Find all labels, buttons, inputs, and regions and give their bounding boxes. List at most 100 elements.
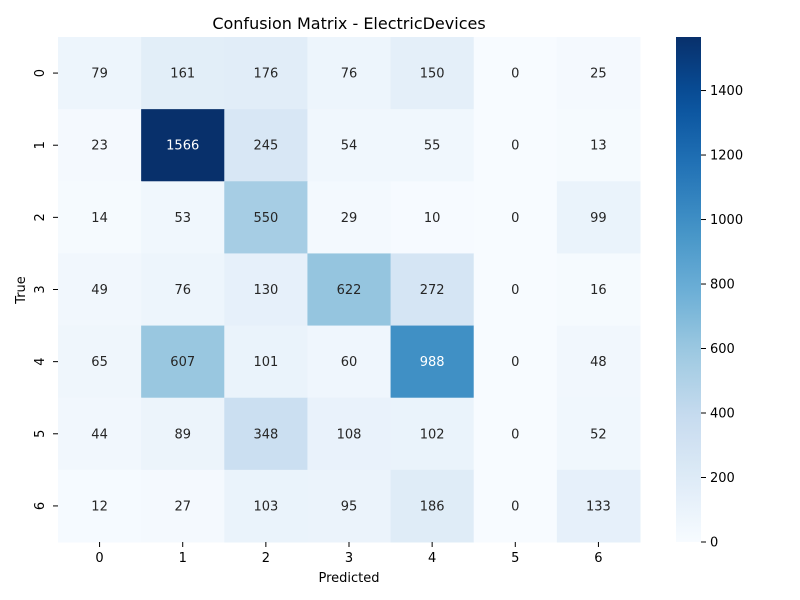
x-tick-label: 4 — [428, 551, 436, 566]
cell-value-label: 150 — [420, 67, 445, 82]
cell-value-label: 14 — [91, 211, 108, 226]
heatmap-cell — [141, 181, 225, 254]
heatmap-cell — [141, 253, 225, 327]
heatmap-cell — [390, 181, 475, 254]
heatmap-cell — [141, 109, 225, 182]
x-axis: 0 1 2 3 4 5 6 — [95, 542, 603, 566]
cell-value-label: 27 — [174, 499, 191, 514]
x-tick-label: 1 — [179, 551, 187, 566]
cell-value-label: 44 — [91, 427, 108, 442]
colorbar-tick-label: 200 — [710, 471, 735, 486]
heatmap-cell — [58, 469, 142, 543]
colorbar: 0 200 400 600 800 1000 1200 1400 — [676, 37, 743, 551]
y-tick-label: 5 — [33, 430, 48, 438]
cell-value-label: 103 — [253, 499, 278, 514]
heatmap-cell — [556, 109, 641, 182]
heatmap-cell — [58, 325, 142, 399]
cell-value-label: 102 — [420, 427, 445, 442]
colorbar-tick-label: 1000 — [710, 213, 743, 228]
cell-value-label: 60 — [341, 355, 358, 370]
colorbar-tick-label: 400 — [710, 407, 735, 422]
cell-value-label: 607 — [170, 355, 195, 370]
heatmap-cell — [473, 397, 558, 471]
heatmap-cell — [141, 397, 225, 471]
heatmap-cell — [473, 469, 558, 543]
cell-value-label: 622 — [337, 283, 362, 298]
x-tick-label: 5 — [511, 551, 519, 566]
heatmap-cell — [307, 253, 392, 327]
cell-value-label: 16 — [590, 283, 607, 298]
cell-value-label: 0 — [511, 139, 519, 154]
x-tick-label: 2 — [262, 551, 270, 566]
heatmap-cell — [556, 37, 641, 110]
heatmap-cell — [390, 253, 475, 327]
cell-value-label: 348 — [253, 427, 278, 442]
cell-value-label: 245 — [253, 139, 278, 154]
cell-value-label: 0 — [511, 211, 519, 226]
y-tick-label: 4 — [33, 358, 48, 366]
cell-value-label: 13 — [590, 139, 607, 154]
cell-value-label: 29 — [341, 211, 358, 226]
cell-value-label: 0 — [511, 427, 519, 442]
heatmap-cell — [58, 181, 142, 254]
colorbar-tick-label: 0 — [710, 536, 718, 551]
cell-value-label: 48 — [590, 355, 607, 370]
heatmap-cell — [58, 397, 142, 471]
y-axis: 0 1 2 3 4 5 6 — [33, 69, 58, 510]
cell-value-label: 161 — [170, 67, 195, 82]
y-tick-label: 2 — [33, 213, 48, 221]
cell-value-label: 108 — [337, 427, 362, 442]
cell-value-label: 99 — [590, 211, 607, 226]
cell-value-label: 0 — [511, 499, 519, 514]
cell-value-label: 49 — [91, 283, 108, 298]
x-tick-label: 0 — [95, 551, 103, 566]
heatmap-cell — [556, 325, 641, 399]
heatmap-cell — [224, 181, 308, 254]
heatmap-cell — [307, 181, 392, 254]
heatmap-cell — [58, 37, 142, 110]
cell-value-label: 10 — [424, 211, 441, 226]
cell-value-label: 54 — [341, 139, 358, 154]
cell-value-label: 89 — [174, 427, 191, 442]
cell-value-label: 76 — [341, 67, 358, 82]
heatmap-cell — [224, 469, 308, 543]
cell-value-label: 550 — [253, 211, 278, 226]
y-axis-label: True — [14, 276, 29, 305]
heatmap-cell — [58, 253, 142, 327]
cell-value-label: 65 — [91, 355, 108, 370]
y-tick-label: 6 — [33, 502, 48, 510]
cell-value-label: 0 — [511, 283, 519, 298]
cell-value-label: 101 — [253, 355, 278, 370]
heatmap-cell — [473, 181, 558, 254]
heatmap-cell — [556, 397, 641, 471]
cell-value-label: 52 — [590, 427, 607, 442]
heatmap-cell — [556, 469, 641, 543]
cell-value-label: 176 — [253, 67, 278, 82]
heatmap-cell — [141, 325, 225, 399]
heatmap-cell — [307, 397, 392, 471]
x-axis-label: Predicted — [318, 571, 379, 586]
heatmap-cell — [307, 37, 392, 110]
heatmap-cell — [473, 325, 558, 399]
heatmap-cell — [307, 469, 392, 543]
colorbar-tick-label: 800 — [710, 278, 735, 293]
heatmap-cell — [473, 109, 558, 182]
heatmap-cell — [556, 181, 641, 254]
colorbar-tick-label: 1400 — [710, 84, 743, 99]
cell-value-label: 95 — [341, 499, 358, 514]
heatmap-cell — [58, 109, 142, 182]
heatmap-cell — [390, 37, 475, 110]
cell-value-label: 988 — [420, 355, 445, 370]
y-tick-label: 0 — [33, 69, 48, 77]
colorbar-tick-label: 600 — [710, 342, 735, 357]
x-tick-label: 6 — [594, 551, 602, 566]
cell-value-label: 272 — [420, 283, 445, 298]
x-tick-label: 3 — [345, 551, 353, 566]
y-tick-label: 1 — [33, 141, 48, 149]
heatmap-cell — [307, 325, 392, 399]
heatmap-cell — [307, 109, 392, 182]
heatmap-cell — [224, 325, 308, 399]
cell-value-label: 23 — [91, 139, 108, 154]
cell-value-label: 79 — [91, 67, 108, 82]
